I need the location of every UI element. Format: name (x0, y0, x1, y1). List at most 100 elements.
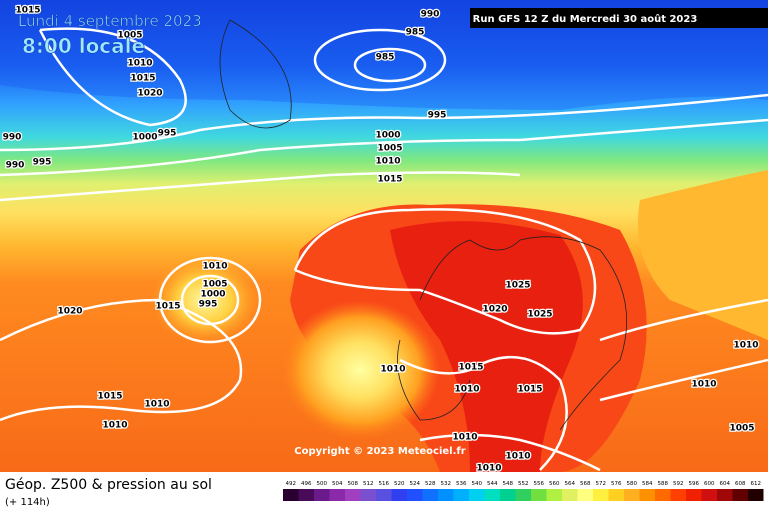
legend-swatch (469, 489, 485, 501)
isobar-label: 995 (158, 129, 177, 139)
legend-swatch (655, 489, 671, 501)
isobar-label: 1010 (144, 400, 169, 410)
footer-title: Géop. Z500 & pression au sol (5, 477, 212, 493)
legend-label: 560 (549, 481, 560, 487)
isobar-label: 1010 (380, 365, 405, 375)
isobar-label: 1000 (375, 131, 400, 141)
run-box (470, 8, 768, 28)
isobar-label: 1010 (733, 341, 758, 351)
copyright: Copyright © 2023 Meteociel.fr (294, 446, 465, 457)
legend-swatch (345, 489, 361, 501)
coastlines (219, 19, 628, 431)
run: Run GFS 12 Z du Mercredi 30 août 2023 (473, 13, 698, 25)
legend-swatch (438, 489, 454, 501)
legend-swatch (360, 489, 376, 501)
legend-label: 512 (363, 481, 374, 487)
legend-swatch (283, 489, 299, 501)
ridge-cell (280, 300, 440, 440)
legend-label: 496 (301, 481, 312, 487)
legend-label: 568 (580, 481, 591, 487)
cool-area (638, 170, 768, 340)
legend-swatch (686, 489, 702, 501)
isobar-label: 1010 (102, 421, 127, 431)
isobar-label: 1025 (527, 310, 552, 320)
isobar-label: 1015 (130, 74, 155, 84)
hot-area (390, 221, 583, 472)
footer-lead: (+ 114h) (5, 497, 50, 508)
legend-label: 508 (348, 481, 359, 487)
isobar-label: 985 (406, 28, 425, 38)
isobar-label: 995 (199, 300, 218, 310)
legend-swatch (453, 489, 469, 501)
isobar-label: 1000 (132, 133, 157, 143)
isobar-label: 1005 (202, 280, 227, 290)
legend-label: 520 (394, 481, 405, 487)
isobar-label: 1020 (137, 89, 162, 99)
legend-swatch (562, 489, 578, 501)
legend-swatch (670, 489, 686, 501)
legend-swatch (577, 489, 593, 501)
map (0, 0, 768, 473)
legend-swatch (515, 489, 531, 501)
isobar-label: 1015 (155, 302, 180, 312)
legend-label: 532 (441, 481, 452, 487)
date: Lundi 4 septembre 2023 (18, 12, 202, 30)
isobar-label: 995 (33, 158, 52, 168)
isobar-label: 1025 (505, 281, 530, 291)
legend-swatch (639, 489, 655, 501)
legend-swatch (608, 489, 624, 501)
isobar-label: 1015 (377, 175, 402, 185)
low-cell (150, 255, 260, 345)
isobar-label: 1020 (57, 307, 82, 317)
legend-swatch (329, 489, 345, 501)
legend-label: 544 (487, 481, 498, 487)
legend-swatch (732, 489, 748, 501)
isobar-label: 1015 (97, 392, 122, 402)
legend-swatch (701, 489, 717, 501)
legend-label: 500 (317, 481, 328, 487)
legend-swatch (593, 489, 609, 501)
legend-swatch (748, 489, 764, 501)
legend-swatch (407, 489, 423, 501)
legend-swatch (546, 489, 562, 501)
isobar-label: 1010 (476, 464, 501, 474)
isobar-label: 990 (3, 133, 22, 143)
isobar-label: 1010 (452, 433, 477, 443)
legend-label: 572 (596, 481, 607, 487)
isobar-label: 995 (428, 111, 447, 121)
legend-label: 564 (565, 481, 576, 487)
legend-label: 552 (518, 481, 529, 487)
isobar-label: 1015 (458, 363, 483, 373)
isobar-label: 1010 (375, 157, 400, 167)
isobar-label: 1015 (15, 6, 40, 16)
isobar-label: 990 (421, 10, 440, 20)
isobar-label: 1005 (377, 144, 402, 154)
legend-swatch (314, 489, 330, 501)
legend-swatch (531, 489, 547, 501)
isobar-label: 1015 (517, 385, 542, 395)
isobar-label: 1010 (505, 452, 530, 462)
legend-swatch (717, 489, 733, 501)
legend-label: 536 (456, 481, 467, 487)
legend-label: 600 (704, 481, 715, 487)
isobar-label: 1000 (200, 290, 225, 300)
legend-label: 548 (503, 481, 514, 487)
legend-swatch (500, 489, 516, 501)
legend-label: 528 (425, 481, 436, 487)
legend-label: 584 (642, 481, 653, 487)
isobar-label: 1020 (482, 305, 507, 315)
isobar-label: 985 (376, 53, 395, 63)
legend-label: 580 (627, 481, 638, 487)
legend-swatch (391, 489, 407, 501)
legend-label: 608 (735, 481, 746, 487)
isobar-label: 1005 (729, 424, 754, 434)
legend-label: 524 (410, 481, 421, 487)
isobar-label: 1010 (691, 380, 716, 390)
isobars (0, 27, 768, 472)
legend-label: 516 (379, 481, 390, 487)
isobar-label: 1005 (117, 31, 142, 41)
legend-swatch (624, 489, 640, 501)
isobar-label: 990 (6, 161, 25, 171)
